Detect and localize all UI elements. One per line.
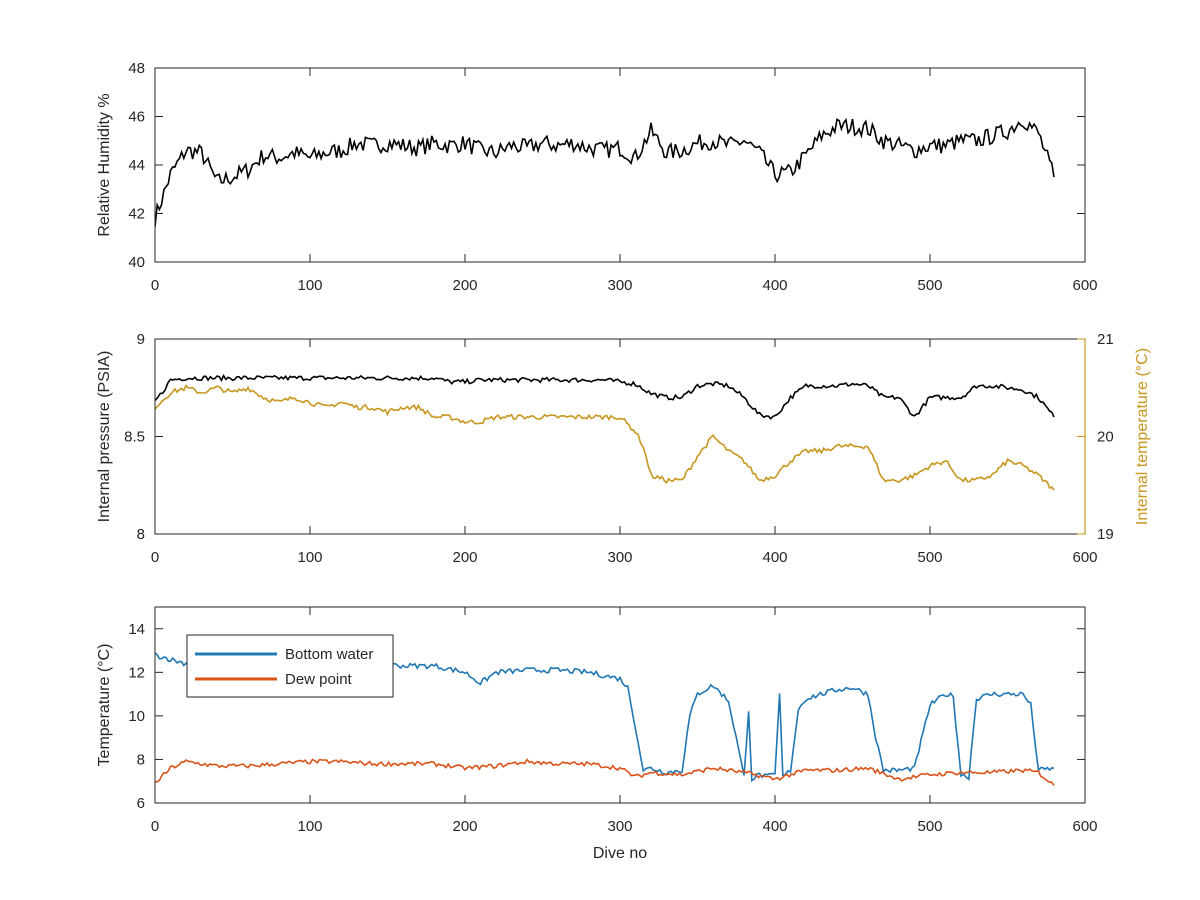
x-tick-label: 300	[607, 818, 632, 835]
x-tick-label: 100	[297, 818, 322, 835]
humidity-panel: 0 100 200 300 400 500 600 40 42 44 46 48 Relative Hu…	[96, 60, 1098, 294]
x-tick-label: 0	[151, 277, 159, 294]
series-line-1-0	[155, 374, 1055, 420]
x-tick-label: 500	[917, 818, 942, 835]
legend-label: Dew point	[285, 671, 353, 688]
x-tick-label: 400	[762, 549, 787, 566]
x-tick-label: 500	[917, 549, 942, 566]
x-tick-label: 600	[1072, 277, 1097, 294]
x-tick-label: 400	[762, 277, 787, 294]
series-line-0-0	[155, 117, 1055, 227]
x-tick-label: 300	[607, 549, 632, 566]
series-line-dew-point	[155, 758, 1055, 787]
y-tick-label: 42	[128, 206, 145, 223]
x-tick-label: 200	[452, 277, 477, 294]
y2-tick-label: 20	[1097, 429, 1114, 446]
x-tick-label: 300	[607, 277, 632, 294]
y-tick-label: 9	[137, 331, 145, 348]
temperature-panel: 0 100 200 300 400 500 600 6 8 10 12 14 Temperature (…	[96, 606, 1098, 862]
y2-tick-label: 21	[1097, 331, 1114, 348]
series-line-1-1	[155, 384, 1055, 491]
y-tick-label: 8.5	[124, 429, 145, 446]
x-tick-label: 600	[1072, 549, 1097, 566]
y-tick-label: 44	[128, 157, 145, 174]
y-tick-label: 48	[128, 60, 145, 77]
y2-tick-label: 19	[1097, 526, 1114, 543]
y-tick-label: 46	[128, 109, 145, 126]
legend-box	[186, 634, 394, 698]
y-tick-label: 14	[128, 621, 145, 638]
y-axis-label: Internal pressure (PSIA)	[96, 351, 113, 523]
x-tick-label: 200	[452, 549, 477, 566]
axes-frame	[154, 338, 1086, 535]
legend-label: Bottom water	[285, 646, 373, 663]
x-axis-label: Dive no	[593, 845, 647, 862]
axes-frame	[154, 67, 1086, 263]
y-tick-label: 10	[128, 708, 145, 725]
x-tick-label: 0	[151, 549, 159, 566]
y-tick-label: 8	[137, 526, 145, 543]
x-tick-label: 100	[297, 549, 322, 566]
x-tick-label: 200	[452, 818, 477, 835]
x-tick-label: 500	[917, 277, 942, 294]
pressure-temperature-panel: 0 100 200 300 400 500 600 8 8.5 9 19 20 21 Internal t…	[96, 331, 1151, 566]
y-tick-label: 6	[137, 795, 145, 812]
y-tick-label: 8	[137, 751, 145, 768]
x-tick-label: 100	[297, 277, 322, 294]
y-axis-label: Temperature (°C)	[96, 644, 113, 767]
y-axis-label: Relative Humidity %	[96, 93, 113, 236]
x-tick-label: 600	[1072, 818, 1097, 835]
x-tick-label: 0	[151, 818, 159, 835]
y2-axis-label: Internal temperature (°C)	[1134, 348, 1151, 525]
y-tick-label: 12	[128, 664, 145, 681]
x-tick-label: 400	[762, 818, 787, 835]
y-tick-label: 40	[128, 254, 145, 271]
